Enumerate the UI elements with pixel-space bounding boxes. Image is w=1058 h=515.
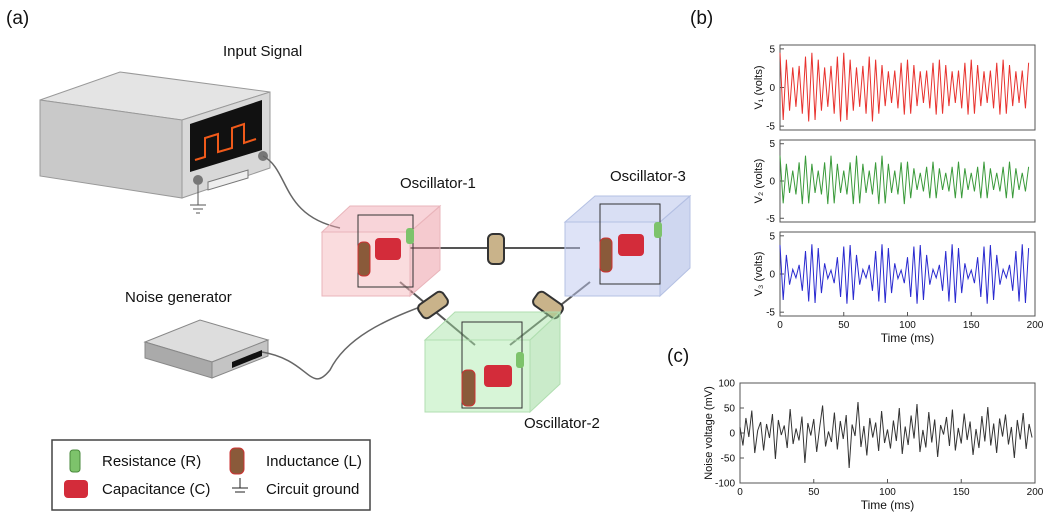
x-axis-label: Time (ms) [861,498,915,512]
x-axis-label: Time (ms) [881,331,935,345]
device-label: Noise generator [125,289,232,306]
y-tick-label: 0 [769,177,775,188]
plot-frame [779,139,1036,223]
panel-label: (c) [667,346,689,367]
y-tick-label: -5 [766,122,775,133]
x-tick-label: 200 [1027,320,1044,331]
legend [51,439,371,511]
y-tick-label: -5 [766,308,775,319]
x-tick-label: 200 [1027,487,1044,498]
oscillator-label: Oscillator-1 [400,175,476,192]
y-tick-label: 50 [724,404,736,415]
series-line [779,244,1030,304]
y-tick-label: -50 [721,454,736,465]
y-tick-label: 0 [769,83,775,94]
x-tick-label: 50 [808,487,820,498]
legend-label: Capacitance (C) [102,481,210,498]
oscillator-box [320,204,442,298]
y-axis-label: V₂ (volts) [753,159,765,204]
oscillator-label: Oscillator-3 [610,168,686,185]
y-tick-label: 5 [769,139,775,150]
y-tick-label: -5 [766,214,775,225]
signal-device [39,71,341,229]
x-tick-label: 100 [879,487,896,498]
series-line [779,155,1030,205]
x-tick-label: 50 [838,320,850,331]
legend-label: Inductance (L) [266,453,362,470]
y-tick-label: -100 [715,479,735,490]
x-tick-label: 150 [953,487,970,498]
oscillator-box [423,310,562,414]
y-tick-label: 5 [769,44,775,55]
panel-label: (a) [6,8,29,29]
x-tick-label: 100 [899,320,916,331]
panel-label: (b) [690,8,713,29]
x-tick-label: 150 [963,320,980,331]
x-tick-label: 0 [737,487,743,498]
oscillator-label: Oscillator-2 [524,415,600,432]
legend-label: Circuit ground [266,481,359,498]
noise-device [143,299,441,380]
device-label: Input Signal [223,43,302,60]
y-axis-label: Noise voltage (mV) [703,386,715,480]
oscillator-box [563,194,692,298]
y-tick-label: 5 [769,231,775,242]
y-tick-label: 0 [729,429,735,440]
plot-frame [779,231,1036,317]
y-axis-label: V₃ (volts) [753,252,765,297]
x-tick-label: 0 [777,320,783,331]
plot-frame [739,382,1036,484]
y-tick-label: 0 [769,270,775,281]
y-axis-label: V₁ (volts) [753,65,765,109]
y-tick-label: 100 [718,379,735,390]
series-line [779,52,1030,122]
plot-frame [779,44,1036,131]
legend-label: Resistance (R) [102,453,201,470]
series-line [739,401,1033,469]
